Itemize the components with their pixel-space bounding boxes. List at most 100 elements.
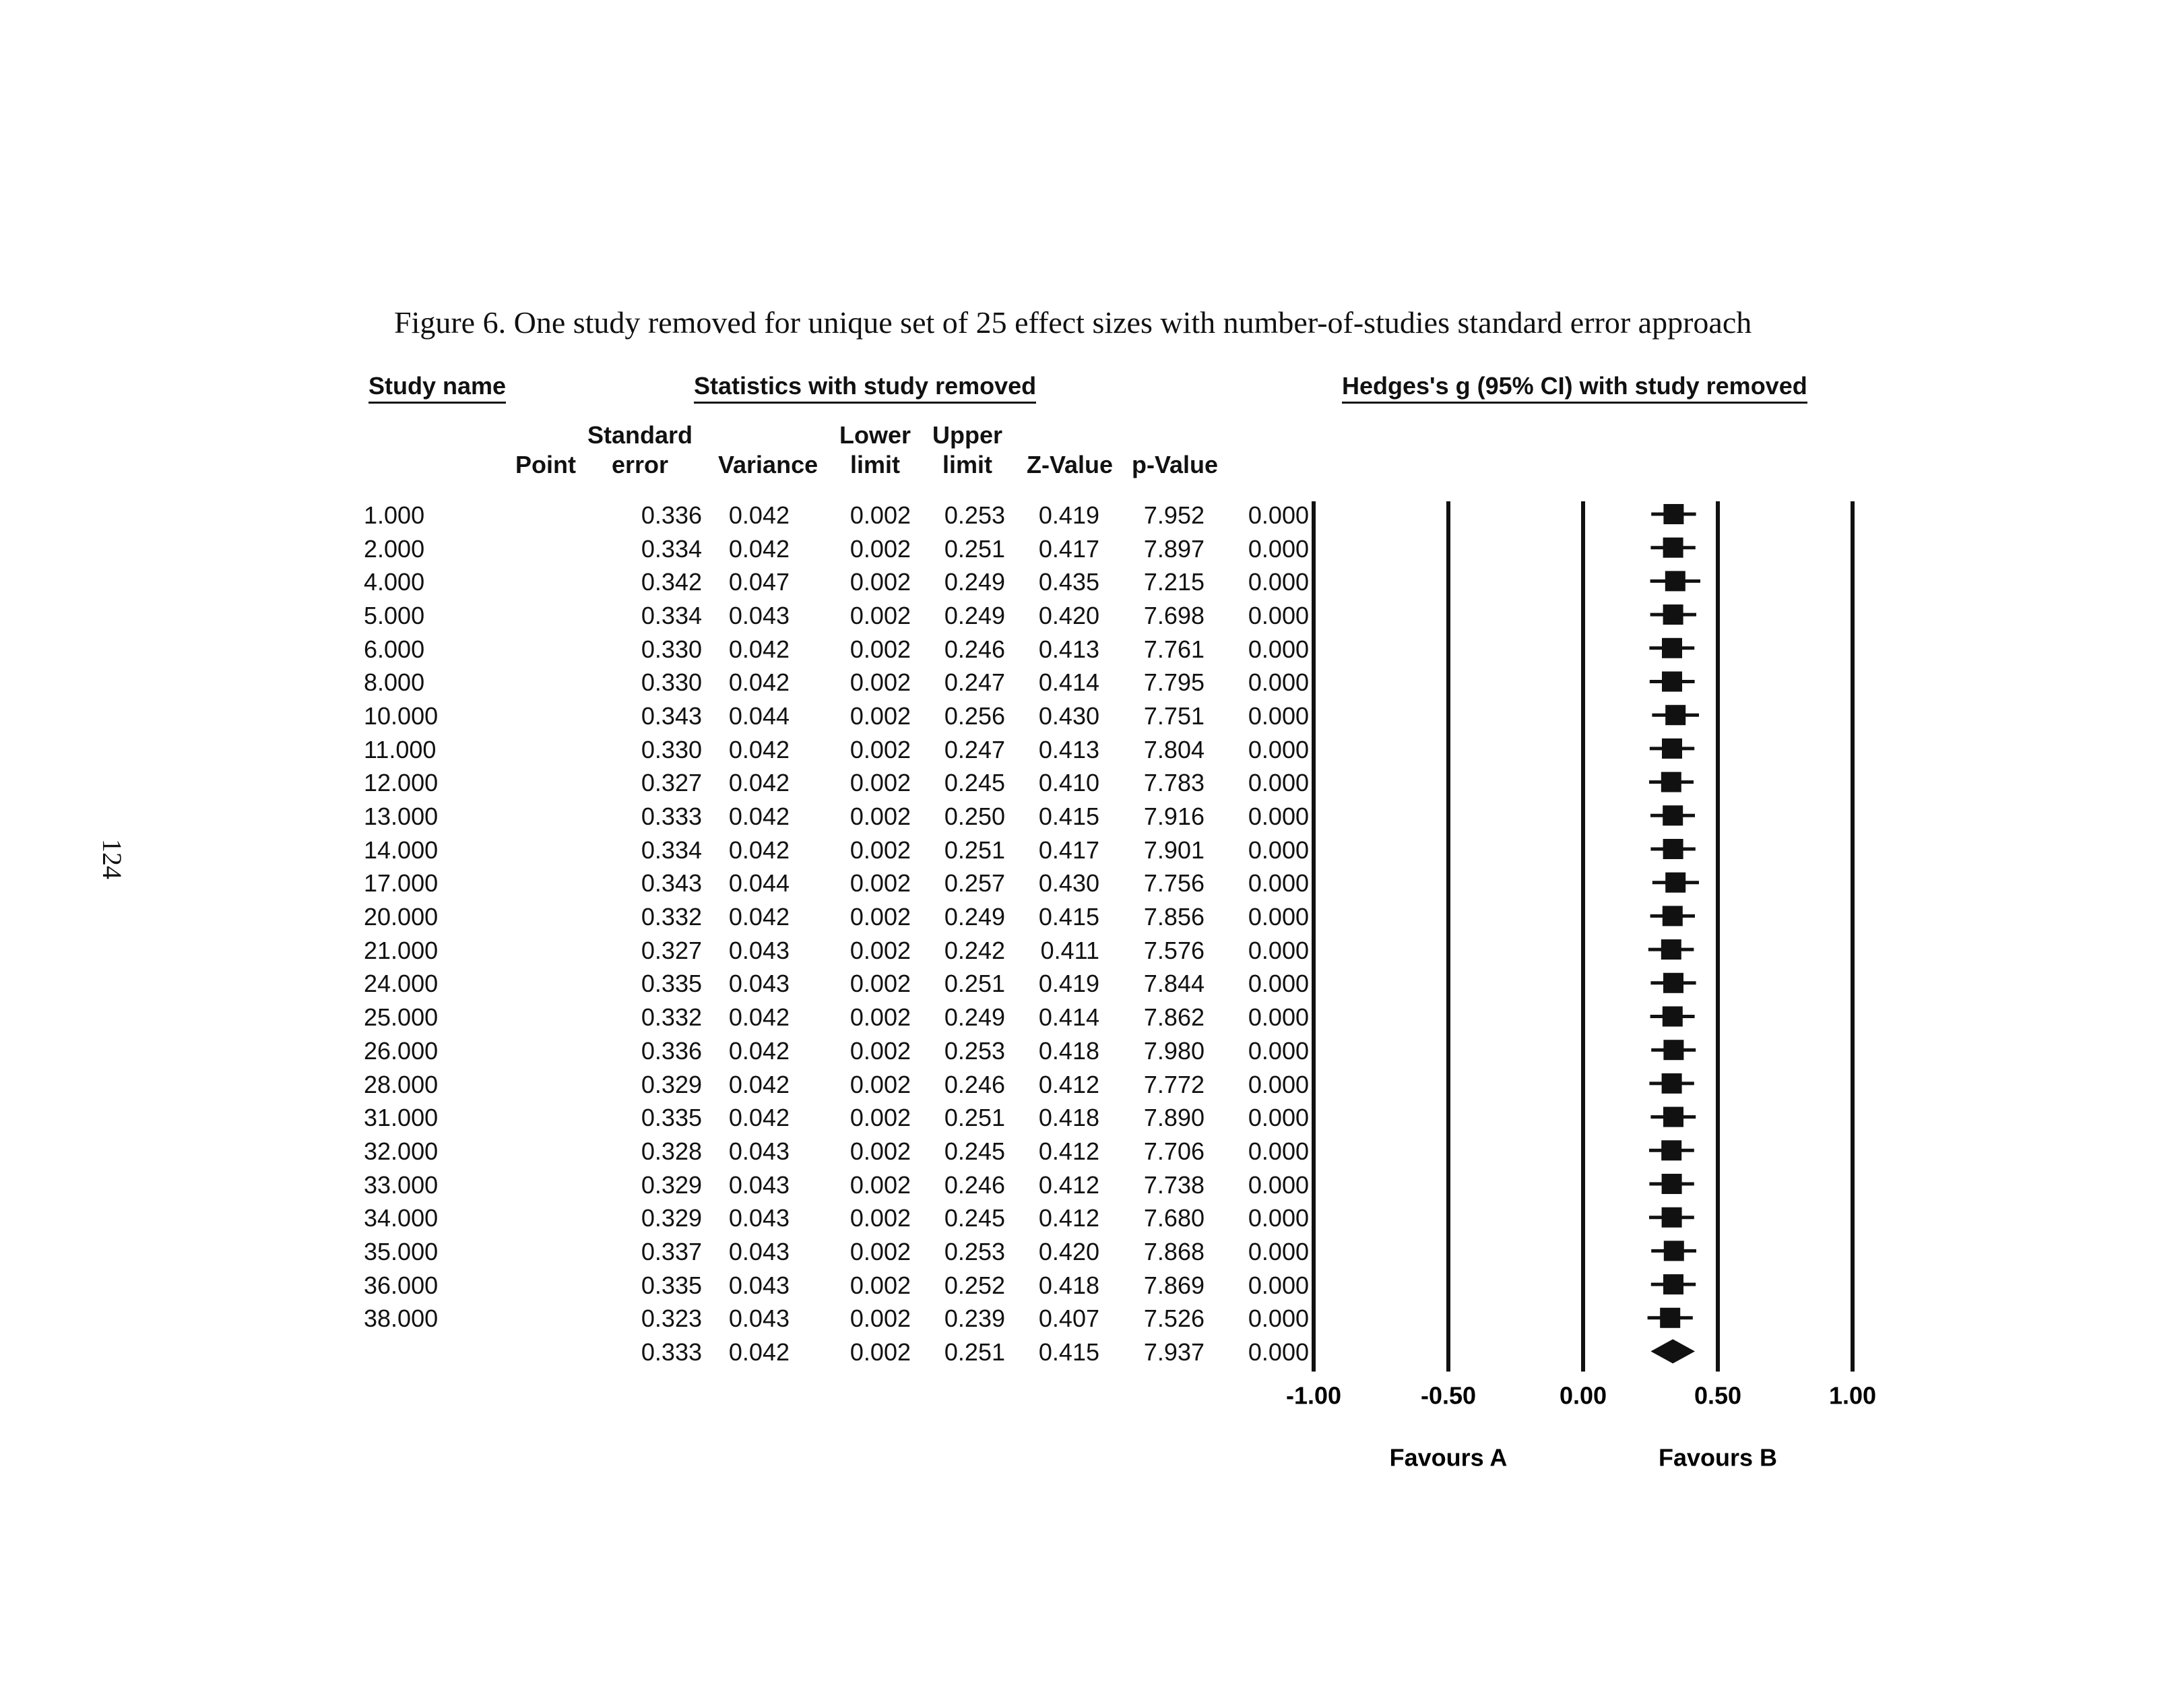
point-marker [1663,604,1683,625]
statistics-table: 1.000 0.336 0.042 0.002 0.253 0.419 7.952 0.000… [364,499,1309,1369]
study-name-cell: 35.000 [364,1237,439,1265]
variance-cell: 0.002 [849,803,911,831]
lower-limit-cell: 0.245 [944,1204,1005,1232]
upper-limit-cell: 0.419 [1038,501,1099,529]
col-variance: Variance [718,451,818,478]
table-row: 36.000 0.335 0.043 0.002 0.252 0.418 7.869 0.00… [364,1269,1309,1302]
p-value-cell: 0.000 [1248,769,1309,797]
study-name-header: Study name [368,372,507,404]
variance-cell: 0.002 [849,836,911,864]
standard-error-cell: 0.044 [728,701,790,730]
standard-error-cell: 0.042 [728,803,790,831]
table-row: 4.000 0.342 0.047 0.002 0.249 0.435 7.215 0.000 [364,565,1309,599]
study-name-cell: 2.000 [364,534,425,563]
z-value-cell: 7.901 [1143,836,1205,864]
col-point: Point [515,451,576,478]
p-value-cell: 0.000 [1248,1070,1309,1098]
p-value-cell: 0.000 [1248,701,1309,730]
point-marker [1663,972,1683,993]
standard-error-cell: 0.043 [728,1137,790,1165]
study-name-cell [364,1336,492,1369]
z-value-cell: 7.804 [1143,735,1205,763]
point-marker [1661,1073,1682,1094]
z-value-cell: 7.783 [1143,769,1205,797]
table-row: 11.000 0.330 0.042 0.002 0.247 0.413 7.804 0.00… [364,733,1309,767]
upper-limit-cell: 0.410 [1038,769,1099,797]
point-cell: 0.334 [641,534,702,563]
standard-error-cell: 0.042 [728,1036,790,1065]
point-marker [1663,805,1683,826]
col-se-line2: error [611,451,669,478]
lower-limit-cell: 0.252 [944,1271,1005,1299]
variance-cell: 0.002 [849,1305,911,1333]
p-value-cell: 0.000 [1248,1170,1309,1199]
variance-cell: 0.002 [849,970,911,998]
standard-error-cell: 0.042 [728,668,790,697]
study-name-cell: 13.000 [364,803,439,831]
x-tick-label: -0.50 [1421,1382,1476,1410]
lower-limit-cell: 0.245 [944,1137,1005,1165]
study-name-cell: 26.000 [364,1036,439,1065]
upper-limit-cell: 0.412 [1038,1170,1099,1199]
z-value-cell: 7.890 [1143,1104,1205,1132]
standard-error-cell: 0.043 [728,1305,790,1333]
p-value-cell: 0.000 [1248,601,1309,629]
point-cell: 0.335 [641,970,702,998]
point-cell: 0.342 [641,568,702,596]
point-cell: 0.323 [641,1305,702,1333]
p-value-cell: 0.000 [1248,970,1309,998]
study-name-cell: 17.000 [364,869,439,898]
standard-error-cell: 0.043 [728,1170,790,1199]
summary-row: 0.333 0.042 0.002 0.251 0.415 7.937 0.000 [364,1336,1309,1369]
p-value-cell: 0.000 [1248,1137,1309,1165]
point-marker [1661,772,1681,792]
upper-limit-cell: 0.415 [1038,803,1099,831]
table-row: 34.000 0.329 0.043 0.002 0.245 0.412 7.680 0.00… [364,1201,1309,1235]
summary-diamond [1650,1339,1695,1364]
variance-cell: 0.002 [849,769,911,797]
favours-a-label: Favours A [1390,1444,1508,1472]
study-name-cell: 4.000 [364,568,425,596]
z-value-cell: 7.916 [1143,803,1205,831]
z-value-cell: 7.761 [1143,635,1205,663]
page-number: 124 [97,839,127,879]
z-value-cell: 7.706 [1143,1137,1205,1165]
p-value-cell: 0.000 [1248,936,1309,964]
x-tick-label: -1.00 [1286,1382,1341,1410]
z-value-cell: 7.698 [1143,601,1205,629]
col-upper-line1: Upper [932,421,1003,449]
point-cell: 0.329 [641,1204,702,1232]
lower-limit-cell: 0.253 [944,501,1005,529]
lower-limit-cell: 0.253 [944,1036,1005,1065]
point-marker [1662,637,1682,658]
standard-error-cell: 0.043 [728,970,790,998]
z-value-cell: 7.980 [1143,1036,1205,1065]
variance-cell: 0.002 [849,1237,911,1265]
table-row: 2.000 0.334 0.042 0.002 0.251 0.417 7.897 0.000 [364,532,1309,566]
point-cell: 0.343 [641,701,702,730]
upper-limit-cell: 0.430 [1038,701,1099,730]
table-row: 8.000 0.330 0.042 0.002 0.247 0.414 7.795 0.000 [364,666,1309,699]
point-cell: 0.327 [641,936,702,964]
plot-header: Hedges's g (95% CI) with study removed [1342,372,1807,404]
point-cell: 0.333 [641,1338,702,1367]
p-value-cell: 0.000 [1248,635,1309,663]
standard-error-cell: 0.042 [728,1070,790,1098]
lower-limit-cell: 0.247 [944,668,1005,697]
study-name-cell: 25.000 [364,1003,439,1032]
lower-limit-cell: 0.249 [944,568,1005,596]
z-value-cell: 7.795 [1143,668,1205,697]
z-value-cell: 7.844 [1143,970,1205,998]
study-name-cell: 20.000 [364,903,439,931]
study-name-cell: 32.000 [364,1137,439,1165]
study-name-cell: 5.000 [364,601,425,629]
upper-limit-cell: 0.412 [1038,1137,1099,1165]
point-marker [1663,1274,1683,1295]
table-row: 28.000 0.329 0.042 0.002 0.246 0.412 7.772 0.00… [364,1068,1309,1102]
standard-error-cell: 0.042 [728,735,790,763]
point-marker [1662,906,1683,926]
lower-limit-cell: 0.251 [944,836,1005,864]
study-name-cell: 6.000 [364,635,425,663]
point-marker [1662,671,1682,692]
variance-cell: 0.002 [849,601,911,629]
